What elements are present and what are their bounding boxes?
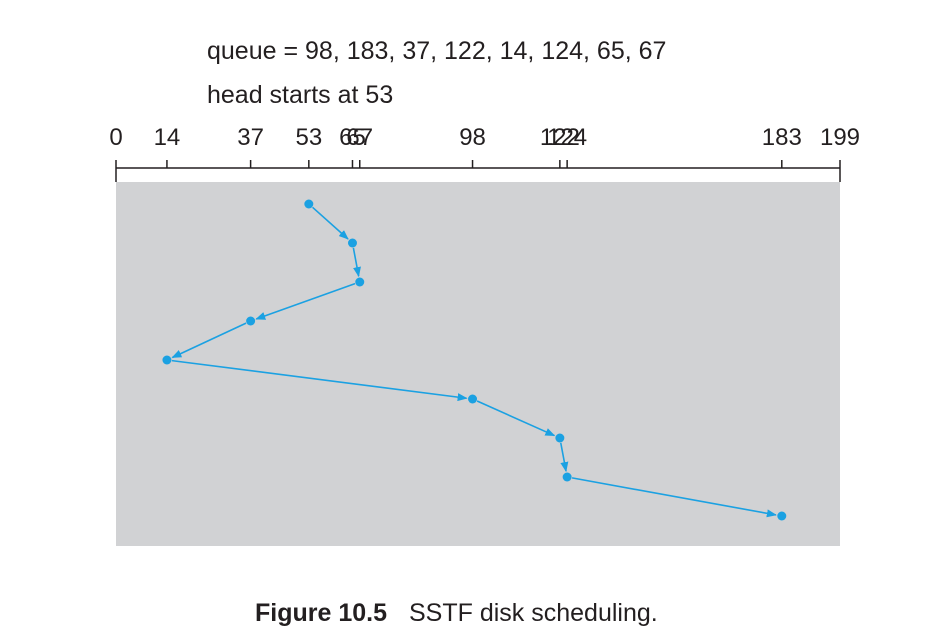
- seek-point-14: [162, 355, 172, 365]
- seek-point-65: [347, 238, 357, 248]
- tick-label-183: 183: [762, 124, 802, 151]
- seek-point-183: [777, 511, 787, 521]
- caption-text: SSTF disk scheduling.: [409, 599, 658, 627]
- tick-label-0: 0: [109, 124, 122, 151]
- seek-point-124: [562, 472, 572, 482]
- tick-label-53: 53: [295, 124, 322, 151]
- tick-label-67: 67: [346, 124, 373, 151]
- seek-point-53: [304, 199, 314, 209]
- tick-label-37: 37: [237, 124, 264, 151]
- seek-point-122: [555, 433, 565, 443]
- seek-point-67: [355, 277, 365, 287]
- seek-segment-53-to-65: [312, 206, 349, 240]
- figure-caption: Figure 10.5 SSTF disk scheduling.: [255, 597, 658, 629]
- seek-segment-14-to-98: [171, 359, 468, 402]
- seek-segment-124-to-183: [571, 477, 777, 518]
- tick-label-65: 65: [339, 124, 366, 151]
- seek-segment-67-to-37: [255, 282, 356, 320]
- plot-area: [116, 182, 840, 546]
- head-start-line: head starts at 53: [207, 81, 394, 109]
- tick-label-122: 122: [540, 124, 580, 151]
- figure-label: Figure 10.5: [255, 599, 387, 627]
- seek-point-98: [468, 394, 478, 404]
- seek-segment-98-to-122: [476, 400, 556, 437]
- tick-label-14: 14: [154, 124, 181, 151]
- tick-label-98: 98: [459, 124, 486, 151]
- seek-segment-65-to-67: [352, 247, 361, 278]
- tick-label-199: 199: [820, 124, 860, 151]
- seek-segment-122-to-124: [559, 442, 569, 473]
- seek-segment-37-to-14: [171, 322, 247, 359]
- seek-point-37: [246, 316, 256, 326]
- tick-label-124: 124: [547, 124, 587, 151]
- queue-line: queue = 98, 183, 37, 122, 14, 124, 65, 6…: [207, 37, 667, 65]
